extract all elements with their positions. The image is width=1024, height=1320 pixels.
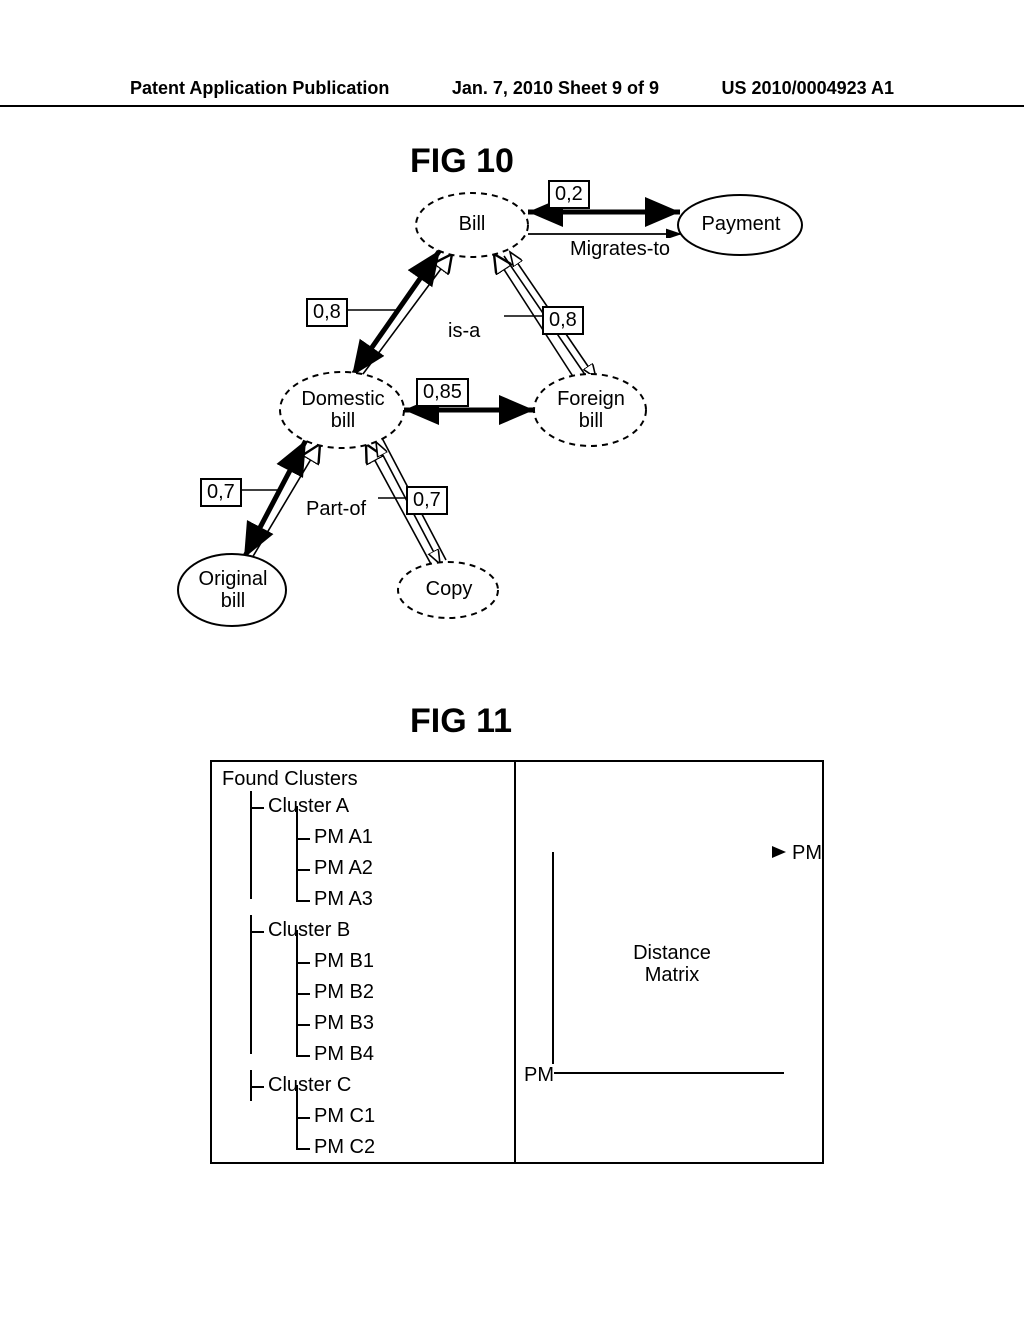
pm-c2: PM C2 [296, 1132, 512, 1163]
pm-a3: PM A3 [296, 884, 512, 915]
edge-isa-domestic [360, 254, 452, 378]
pm-x-label: PM [792, 842, 822, 865]
fig11-divider [514, 762, 516, 1162]
pm-a1: PM A1 [296, 822, 512, 853]
pm-b4: PM B4 [296, 1039, 512, 1070]
cluster-tree: Found Clusters Cluster A PM A1 PM A2 PM … [222, 768, 512, 1163]
pm-b3: PM B3 [296, 1008, 512, 1039]
weight-0-8-right: 0,8 [542, 306, 584, 335]
cluster-a: Cluster A PM A1 PM A2 PM A3 [250, 791, 512, 915]
pm-c1: PM C1 [296, 1101, 512, 1132]
tree-root: Found Clusters [222, 768, 512, 791]
node-foreign-label: Foreignbill [552, 388, 630, 432]
node-copy-label: Copy [422, 578, 476, 600]
label-partof: Part-of [306, 498, 366, 521]
weight-0-7-right: 0,7 [406, 486, 448, 515]
label-isa: is-a [448, 320, 480, 343]
weight-0-85: 0,85 [416, 378, 469, 407]
node-payment-label: Payment [696, 213, 786, 235]
node-domestic-label: Domesticbill [296, 388, 390, 432]
pm-a2: PM A2 [296, 853, 512, 884]
pm-b2: PM B2 [296, 977, 512, 1008]
node-original-label: Originalbill [192, 568, 274, 612]
weight-0-7-left: 0,7 [200, 478, 242, 507]
label-migrates: Migrates-to [570, 238, 670, 261]
edge-bold-bill-domestic [352, 250, 440, 376]
node-bill-label: Bill [444, 213, 500, 235]
pm-y-label: PM [524, 1064, 554, 1087]
edge-bold-domestic-original [244, 440, 306, 558]
distance-matrix-label: DistanceMatrix [612, 942, 732, 986]
fig11-container: Found Clusters Cluster A PM A1 PM A2 PM … [210, 760, 824, 1164]
pm-x-arrow-icon [772, 844, 792, 860]
pm-b1: PM B1 [296, 946, 512, 977]
cluster-b: Cluster B PM B1 PM B2 PM B3 PM B4 [250, 915, 512, 1070]
weight-0-2: 0,2 [548, 180, 590, 209]
weight-0-8-left: 0,8 [306, 298, 348, 327]
cluster-c: Cluster C PM C1 PM C2 [250, 1070, 512, 1163]
fig11-title: FIG 11 [410, 702, 512, 741]
